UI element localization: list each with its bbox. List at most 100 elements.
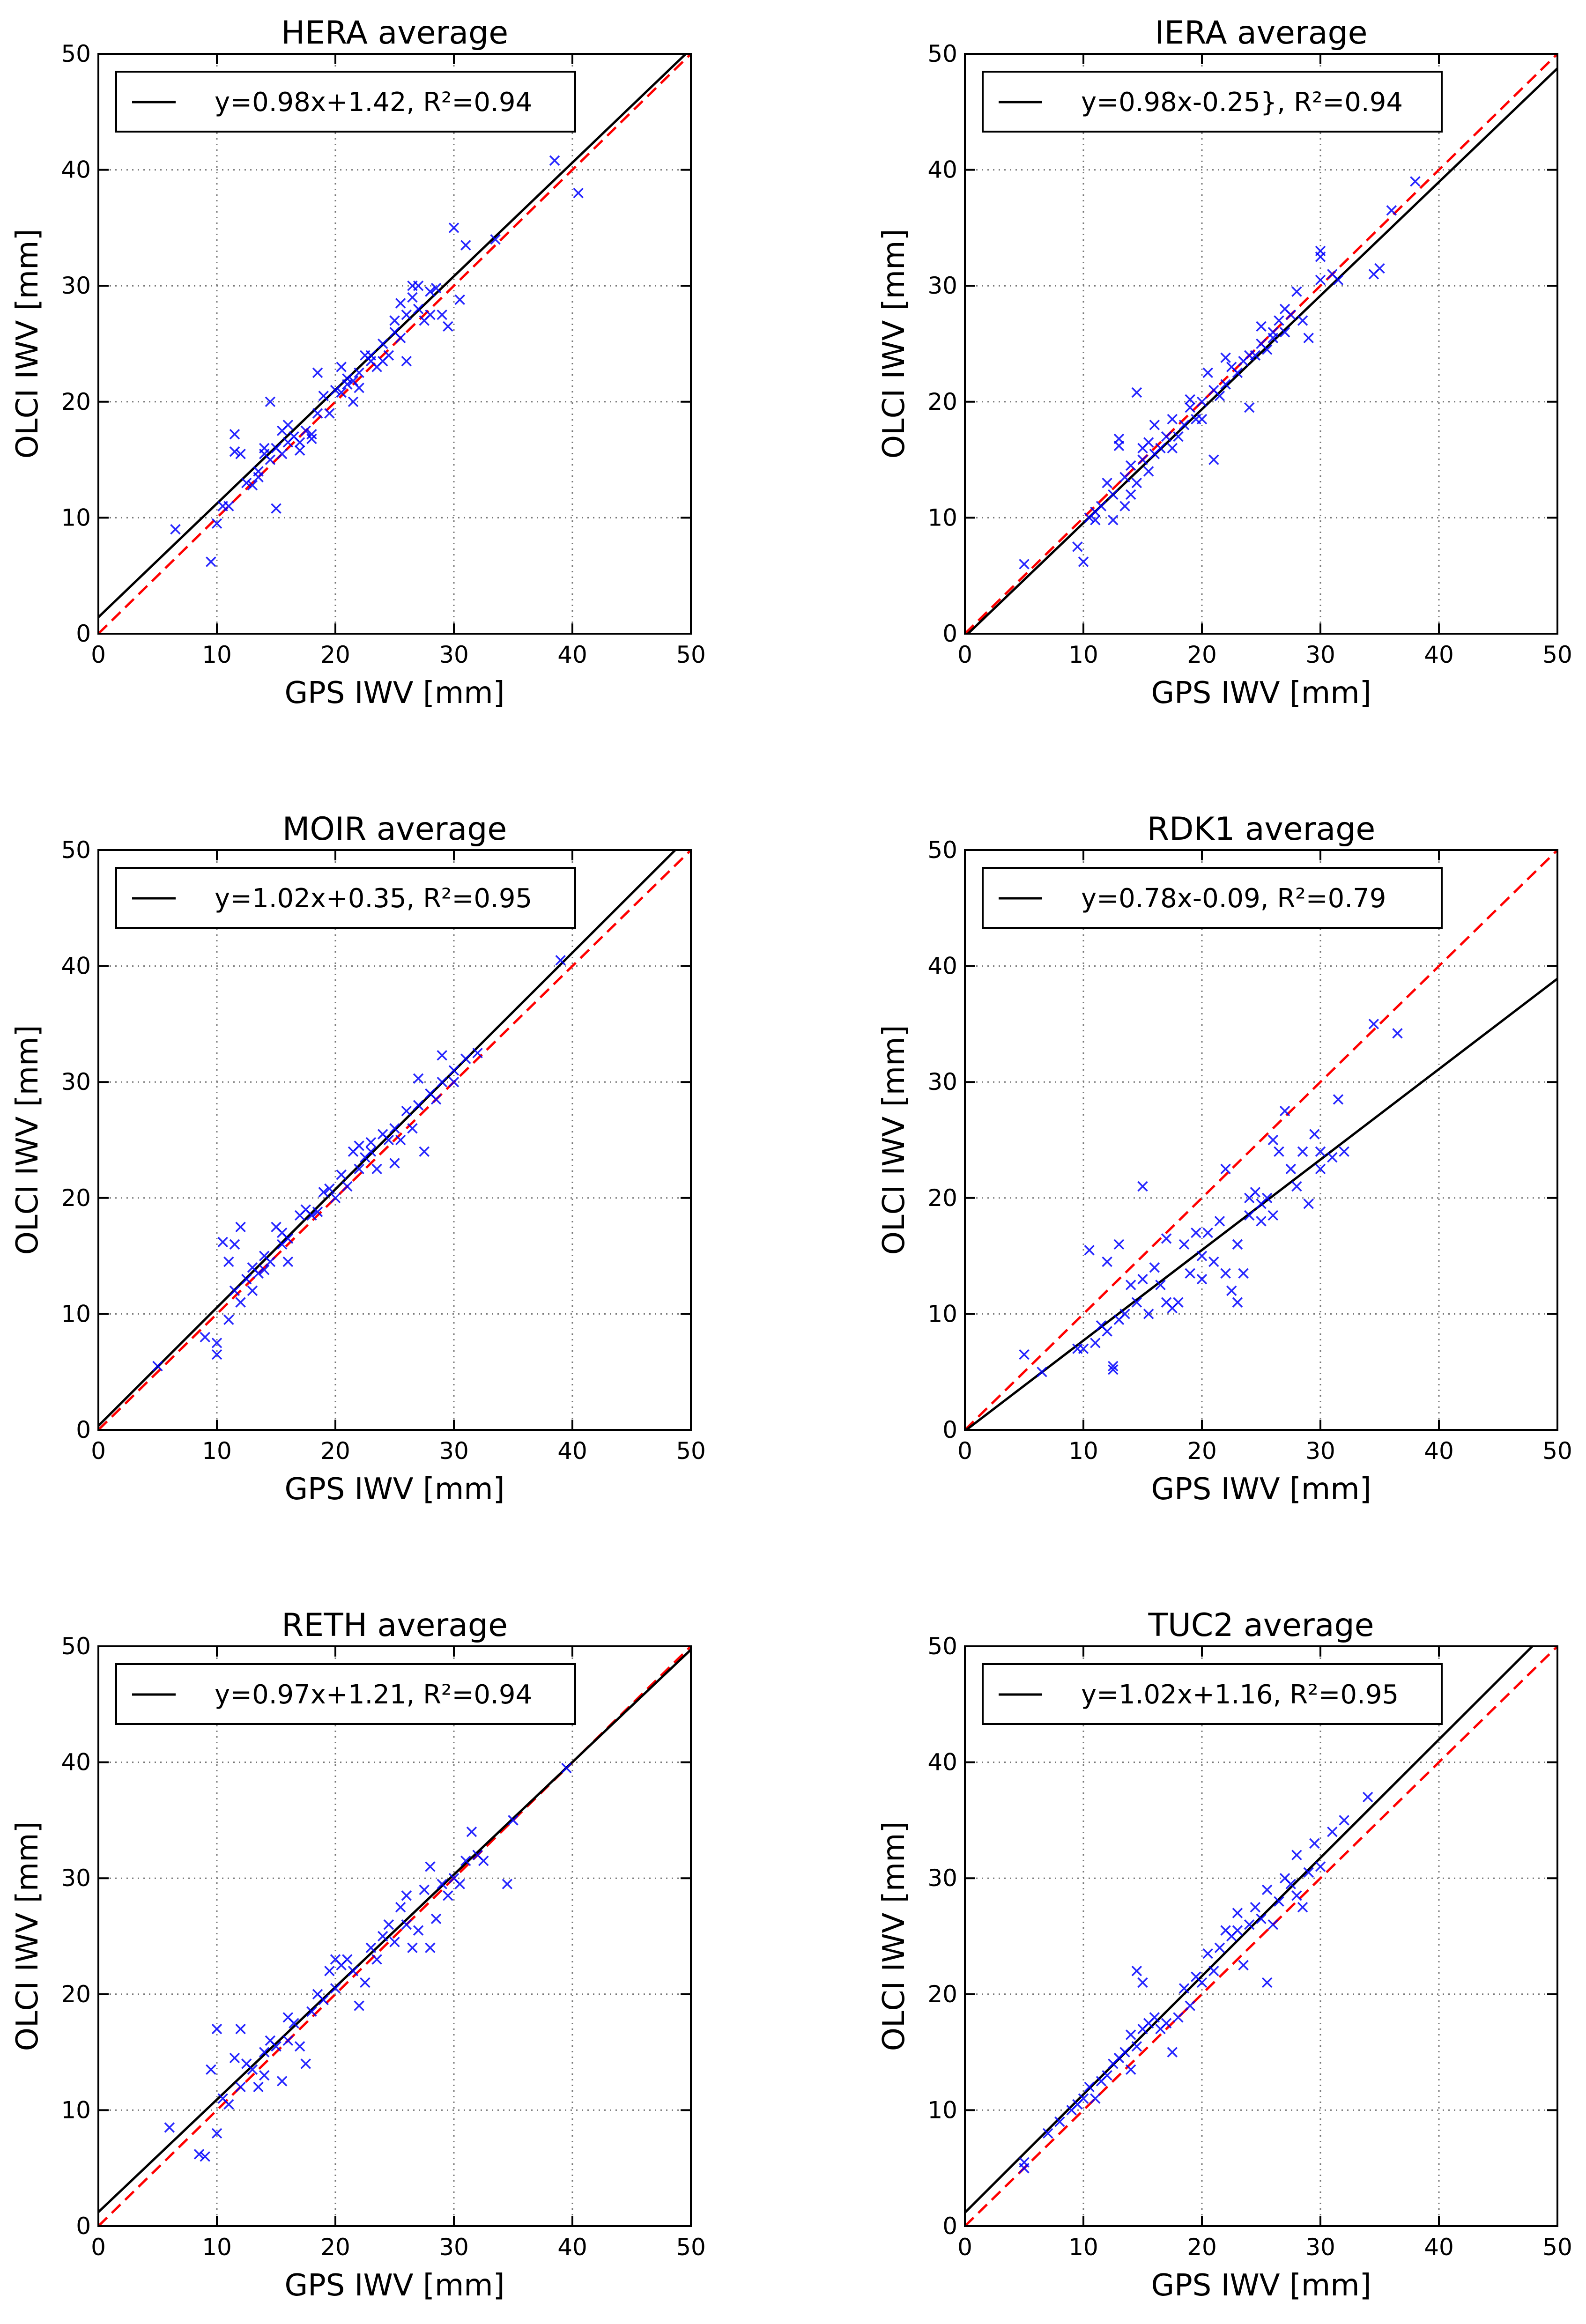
y-tick-label: 40 (61, 953, 91, 980)
data-point (348, 1966, 359, 1976)
y-tick-label: 40 (927, 1749, 957, 1776)
one-to-one-line (98, 1646, 691, 2226)
y-tick-label: 30 (927, 272, 957, 299)
data-point (454, 294, 465, 305)
data-point (377, 1931, 388, 1942)
data-point (1143, 437, 1154, 448)
y-tick-label: 0 (76, 620, 91, 647)
data-point (1037, 1366, 1047, 1377)
data-point (1250, 350, 1261, 361)
y-tick-label: 40 (927, 953, 957, 980)
data-point (1285, 1163, 1296, 1175)
data-point (276, 448, 288, 459)
data-point (1297, 315, 1308, 326)
legend: y=0.78x-0.09, R²=0.79 (982, 867, 1443, 929)
data-point (478, 1855, 489, 1866)
data-point (365, 350, 377, 361)
data-point (1196, 396, 1208, 407)
point-layer (1019, 176, 1421, 570)
data-point (354, 1140, 364, 1151)
data-point (389, 1123, 400, 1134)
y-tick-label: 30 (61, 272, 91, 299)
data-point (1155, 1280, 1166, 1290)
data-point (460, 1053, 471, 1064)
y-axis-label: OLCI IWV [mm] (10, 1025, 45, 1255)
data-point (360, 1977, 371, 1988)
data-point (259, 2070, 270, 2081)
data-point (330, 385, 341, 396)
data-point (425, 1942, 436, 1953)
data-point (306, 429, 317, 440)
data-point (276, 2076, 288, 2087)
x-tick-label: 0 (957, 1437, 972, 1465)
data-point (1315, 1146, 1326, 1157)
x-tick-label: 0 (91, 2234, 106, 2261)
x-axis-label: GPS IWV [mm] (284, 676, 504, 711)
data-point (1220, 1268, 1231, 1279)
y-tick-label: 10 (61, 1300, 91, 1327)
data-point (1137, 454, 1148, 465)
data-point (1238, 1268, 1249, 1279)
data-point (1303, 1198, 1314, 1209)
data-point (1392, 1028, 1403, 1039)
y-tick-label: 50 (61, 40, 91, 67)
legend-label: y=0.98x-0.25}, R²=0.94 (1081, 87, 1403, 118)
data-point (1137, 1977, 1148, 1988)
data-point (1261, 1977, 1273, 1988)
data-point (1196, 1273, 1208, 1285)
data-point (1125, 2064, 1136, 2075)
data-point (1339, 1146, 1349, 1157)
data-point (229, 2052, 240, 2064)
data-point (1274, 1896, 1284, 1907)
line-layer (98, 1646, 691, 2226)
scatter-panel: 0 10 20 30 40 50 0 10 20 30 40 50 TUC2 average GPS IW… (877, 1607, 1572, 2303)
data-point (1303, 333, 1314, 343)
legend-box (982, 867, 1443, 929)
data-point (1078, 556, 1089, 567)
x-tick-label: 20 (1187, 1437, 1217, 1465)
fit-line (98, 850, 677, 1427)
data-point (247, 1285, 258, 1296)
x-tick-label: 30 (439, 2234, 469, 2261)
data-point (377, 338, 388, 349)
y-tick-label: 20 (61, 1184, 91, 1212)
data-point (1315, 1861, 1326, 1872)
x-tick-label: 40 (1424, 2234, 1454, 2261)
data-point (1161, 2018, 1172, 2028)
data-point (1303, 1867, 1314, 1878)
x-tick-label: 0 (91, 1437, 106, 1465)
legend-label: y=1.02x+0.35, R²=0.95 (215, 883, 532, 914)
data-point (1125, 460, 1136, 471)
data-point (235, 1297, 246, 1308)
data-point (413, 1073, 424, 1084)
x-tick-label: 20 (1187, 641, 1217, 668)
data-point (555, 955, 566, 966)
data-point (229, 429, 240, 440)
data-point (1291, 1181, 1302, 1192)
point-layer (170, 155, 584, 567)
legend-label: y=0.78x-0.09, R²=0.79 (1081, 883, 1386, 914)
x-tick-label: 40 (1424, 1437, 1454, 1465)
data-point (466, 1826, 477, 1837)
data-point (472, 1048, 483, 1058)
data-point (306, 1210, 317, 1221)
data-point (312, 408, 323, 419)
y-tick-label: 0 (942, 620, 957, 647)
data-point (223, 1314, 234, 1325)
data-point (1291, 286, 1302, 297)
data-point (1131, 1966, 1142, 1976)
y-tick-label: 0 (942, 2213, 957, 2240)
data-point (1173, 1297, 1184, 1308)
data-point (395, 1134, 406, 1146)
data-point (1125, 489, 1136, 500)
data-point (407, 292, 418, 303)
data-point (223, 1256, 234, 1267)
data-point (413, 1100, 424, 1110)
data-point (1261, 1192, 1273, 1204)
data-point (1108, 515, 1119, 525)
scatter-panel: 0 10 20 30 40 50 0 10 20 30 40 50 MOIR average GPS IW… (10, 811, 706, 1507)
data-point (448, 1076, 459, 1088)
data-point (407, 1123, 418, 1134)
data-point (1173, 2012, 1184, 2023)
